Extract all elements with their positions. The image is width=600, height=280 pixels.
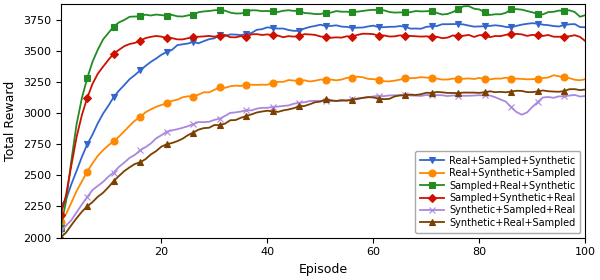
Synthetic+Real+Sampled xyxy=(179,137,186,140)
Real+Synthetic+Sampled xyxy=(560,76,568,79)
Real+Synthetic+Sampled xyxy=(370,78,377,81)
Synthetic+Sampled+Real xyxy=(555,95,562,98)
Line: Sampled+Real+Synthetic: Sampled+Real+Synthetic xyxy=(57,3,589,231)
Real+Synthetic+Sampled xyxy=(539,76,547,80)
Line: Real+Sampled+Synthetic: Real+Sampled+Synthetic xyxy=(57,20,589,209)
Synthetic+Sampled+Real xyxy=(179,126,186,129)
Sampled+Synthetic+Real xyxy=(582,39,589,43)
Sampled+Synthetic+Real xyxy=(359,32,367,36)
Synthetic+Sampled+Real xyxy=(57,229,64,233)
Sampled+Real+Synthetic xyxy=(158,13,165,17)
Real+Synthetic+Sampled xyxy=(57,220,64,224)
Sampled+Real+Synthetic xyxy=(370,8,377,11)
Sampled+Real+Synthetic xyxy=(560,9,568,13)
Synthetic+Real+Sampled xyxy=(158,145,165,148)
Synthetic+Real+Sampled xyxy=(571,87,578,91)
Real+Synthetic+Sampled xyxy=(550,74,557,77)
Synthetic+Real+Sampled xyxy=(370,96,377,99)
Real+Synthetic+Sampled xyxy=(179,95,186,99)
Synthetic+Real+Sampled xyxy=(555,90,562,94)
Line: Synthetic+Real+Sampled: Synthetic+Real+Sampled xyxy=(57,86,589,241)
Sampled+Synthetic+Real xyxy=(57,214,64,217)
Synthetic+Sampled+Real xyxy=(539,96,547,99)
Real+Synthetic+Sampled xyxy=(328,78,335,81)
Sampled+Real+Synthetic xyxy=(328,11,335,14)
Sampled+Synthetic+Real xyxy=(375,34,382,38)
Real+Sampled+Synthetic xyxy=(179,43,186,46)
Synthetic+Real+Sampled xyxy=(57,236,64,239)
Synthetic+Sampled+Real xyxy=(582,94,589,98)
Sampled+Synthetic+Real xyxy=(179,38,186,41)
Sampled+Real+Synthetic xyxy=(57,226,64,229)
Line: Sampled+Synthetic+Real: Sampled+Synthetic+Real xyxy=(58,31,588,218)
Real+Sampled+Synthetic xyxy=(158,53,165,56)
Synthetic+Sampled+Real xyxy=(158,134,165,137)
Sampled+Real+Synthetic xyxy=(465,4,472,8)
Real+Sampled+Synthetic xyxy=(545,24,552,27)
Real+Sampled+Synthetic xyxy=(370,24,377,27)
Y-axis label: Total Reward: Total Reward xyxy=(4,81,17,161)
Synthetic+Sampled+Real xyxy=(370,95,377,98)
Real+Synthetic+Sampled xyxy=(582,78,589,81)
Synthetic+Sampled+Real xyxy=(571,93,578,97)
Sampled+Synthetic+Real xyxy=(158,35,165,38)
Synthetic+Real+Sampled xyxy=(328,99,335,102)
Synthetic+Sampled+Real xyxy=(328,99,335,103)
Synthetic+Real+Sampled xyxy=(582,88,589,91)
Real+Sampled+Synthetic xyxy=(57,204,64,207)
Sampled+Synthetic+Real xyxy=(560,35,568,38)
Real+Synthetic+Sampled xyxy=(158,103,165,107)
Sampled+Synthetic+Real xyxy=(328,36,335,39)
Sampled+Real+Synthetic xyxy=(545,10,552,14)
Legend: Real+Sampled+Synthetic, Real+Synthetic+Sampled, Sampled+Real+Synthetic, Sampled+: Real+Sampled+Synthetic, Real+Synthetic+S… xyxy=(415,151,580,233)
Real+Sampled+Synthetic xyxy=(328,24,335,28)
Line: Synthetic+Sampled+Real: Synthetic+Sampled+Real xyxy=(57,92,589,234)
Line: Real+Synthetic+Sampled: Real+Synthetic+Sampled xyxy=(57,72,589,226)
Sampled+Real+Synthetic xyxy=(582,13,589,17)
Real+Sampled+Synthetic xyxy=(560,23,568,27)
Synthetic+Real+Sampled xyxy=(539,89,547,92)
X-axis label: Episode: Episode xyxy=(298,263,347,276)
Real+Sampled+Synthetic xyxy=(582,25,589,29)
Real+Sampled+Synthetic xyxy=(529,22,536,25)
Sampled+Real+Synthetic xyxy=(179,15,186,18)
Sampled+Synthetic+Real xyxy=(545,33,552,37)
